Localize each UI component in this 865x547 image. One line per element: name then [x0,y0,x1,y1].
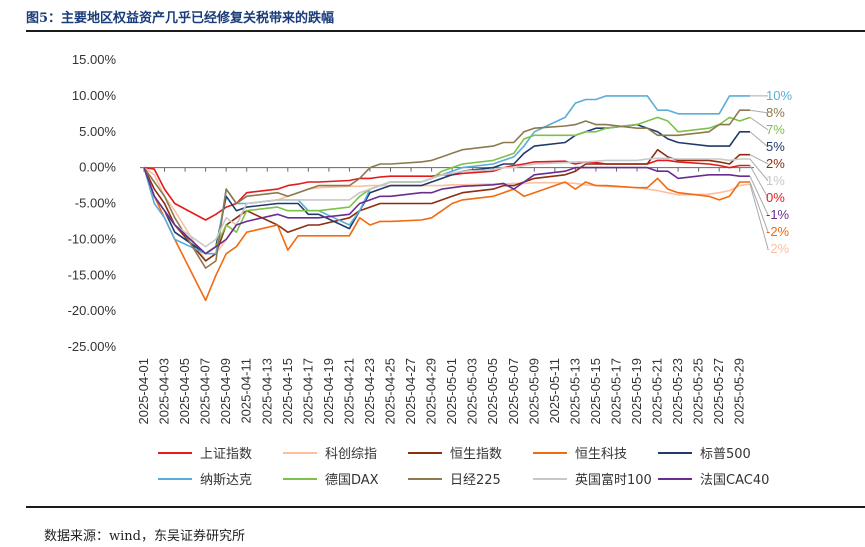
end-label-leader [749,116,769,131]
end-label: 10% [766,88,792,103]
x-tick-label: 2025-05-29 [732,358,747,425]
series-line [143,123,750,255]
y-tick-label: -20.00% [68,303,117,318]
bottom-rule [26,506,865,508]
end-label: 0% [766,190,785,205]
end-label: 5% [766,139,785,154]
end-label: 8% [766,105,785,120]
y-axis: 15.00% 10.00% 5.00% 0.00% -5.00% -10.00% -15.0… [68,52,117,354]
x-tick-label: 2025-04-01 [136,358,151,425]
x-tick-label: 2025-05-21 [650,358,665,425]
legend-label: 英国富时100 [575,472,652,488]
series-line [143,148,750,262]
end-label-leader [749,181,769,233]
end-label-leader [749,165,769,199]
y-tick-label: -10.00% [68,231,117,246]
x-tick-label: 2025-04-03 [157,358,172,425]
x-tick-label: 2025-04-15 [280,358,295,425]
end-label: -2% [766,224,790,239]
x-tick-label: 2025-05-07 [506,358,521,425]
series-lines [143,95,751,302]
x-tick-label: 2025-04-17 [300,358,315,425]
y-tick-label: 0.00% [79,160,116,175]
x-tick-label: 2025-05-13 [567,358,582,425]
top-rule [26,30,865,32]
x-tick-label: 2025-05-27 [711,358,726,425]
end-label-leader [749,176,769,216]
x-tick-label: 2025-05-17 [608,358,623,425]
end-label-leader [749,109,769,114]
series-line [143,157,750,248]
end-label-leader [749,158,769,182]
series-line [143,95,750,255]
x-tick-label: 2025-04-09 [218,358,233,425]
series-line [143,167,750,302]
end-label-leader [749,154,769,165]
y-tick-label: 10.00% [72,88,117,103]
legend: 上证指数 科创综指 恒生指数 恒生科技 标普500 纳斯达克 德国DAX 日经225 英国富时1… [158,447,769,488]
x-tick-label: 2025-05-09 [526,358,541,425]
x-tick-label: 2025-05-05 [485,358,500,425]
legend-label: 法国CAC40 [700,473,769,488]
x-tick-label: 2025-04-13 [259,358,274,425]
x-tick-label: 2025-05-25 [691,358,706,425]
y-tick-label: -15.00% [68,267,117,282]
x-tick-label: 2025-04-11 [239,358,254,424]
end-label: -1% [766,207,790,222]
legend-label: 德国DAX [325,473,379,488]
legend-label: 标普500 [700,447,751,462]
x-tick-label: 2025-04-25 [383,358,398,425]
x-tick-label: 2025-04-05 [177,358,192,425]
legend-label: 科创综指 [325,447,377,462]
end-label: 2% [766,156,785,171]
x-tick-label: 2025-05-19 [629,358,644,425]
legend-label: 日经225 [450,473,501,488]
x-axis: 2025-04-01 2025-04-03 2025-04-05 2025-04-07… [136,167,754,425]
x-tick-label: 2025-05-01 [444,358,459,425]
x-tick-label: 2025-05-15 [588,358,603,425]
end-label-leader [749,131,769,148]
y-tick-label: 5.00% [79,124,116,139]
x-tick-label: 2025-05-03 [465,358,480,425]
x-tick-label: 2025-05-23 [670,358,685,425]
series-line [143,166,750,255]
x-tick-label: 2025-04-29 [424,358,439,425]
y-tick-label: -5.00% [75,196,117,211]
legend-label: 上证指数 [200,447,252,462]
series-line [143,109,750,269]
end-label: 7% [766,122,785,137]
y-tick-label: 15.00% [72,52,117,67]
legend-label: 纳斯达克 [200,473,252,488]
series-line [143,116,751,255]
source-note: 数据来源：wind，东吴证券研究所 [44,529,245,544]
end-labels: 10% 8% 7% 5% 2% 1% 0% -1% -2% -2% [749,88,792,256]
x-tick-label: 2025-04-27 [403,358,418,425]
x-tick-label: 2025-04-07 [198,358,213,425]
y-tick-label: -25.00% [68,339,117,354]
end-label: -2% [766,241,790,256]
x-tick-label: 2025-05-11 [547,358,562,424]
legend-label: 恒生指数 [450,447,502,462]
page-title: 图5：主要地区权益资产几乎已经修复关税带来的跌幅 [26,11,335,26]
x-tick-label: 2025-04-21 [341,358,356,425]
legend-label: 恒生科技 [575,447,627,462]
x-tick-label: 2025-04-23 [362,358,377,425]
end-label: 1% [766,173,785,188]
end-label-leader [749,183,769,250]
x-tick-label: 2025-04-19 [321,358,336,425]
